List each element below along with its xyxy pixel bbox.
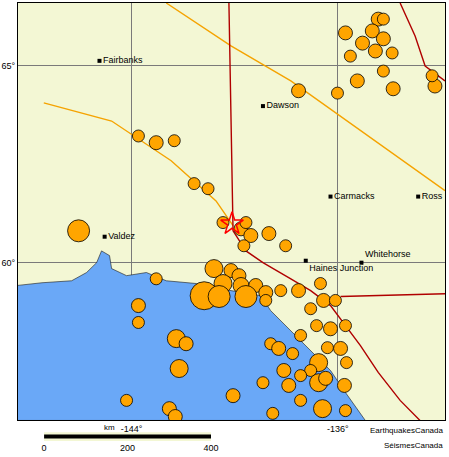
svg-text:Whitehorse: Whitehorse (365, 249, 411, 259)
svg-text:-144°: -144° (121, 424, 143, 434)
svg-text:Dawson: Dawson (266, 100, 299, 110)
svg-text:200: 200 (120, 443, 135, 453)
svg-text:EarthquakesCanada: EarthquakesCanada (370, 426, 443, 435)
svg-text:Ross: Ross (422, 191, 443, 201)
svg-text:65°: 65° (2, 61, 16, 71)
svg-text:400: 400 (203, 443, 218, 453)
svg-text:SéismesCanada: SéismesCanada (384, 441, 443, 450)
svg-text:Valdez: Valdez (108, 231, 135, 241)
svg-text:0: 0 (42, 443, 47, 453)
svg-text:60°: 60° (2, 258, 16, 268)
svg-text:Carmacks: Carmacks (334, 191, 375, 201)
svg-text:km: km (104, 423, 115, 432)
svg-text:Haines Junction: Haines Junction (309, 263, 373, 273)
svg-text:Fairbanks: Fairbanks (103, 55, 143, 65)
svg-text:-136°: -136° (327, 424, 349, 434)
